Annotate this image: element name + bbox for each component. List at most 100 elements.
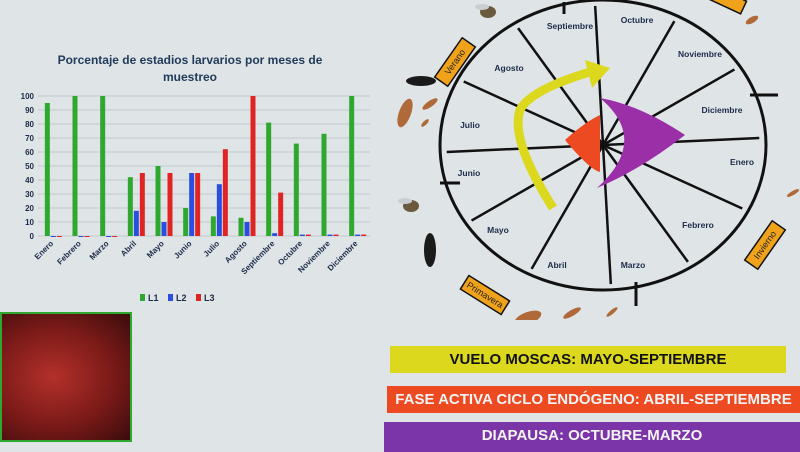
bar-chart: 0 10 20 30 40 50 60 70 80 90 100 Enero Febrero Marzo A… — [21, 92, 370, 303]
bar-l1-diciembre — [349, 96, 355, 236]
seasonal-cycle-wheel: Septiembre Octubre Noviembre Diciembre Enero… — [397, 0, 800, 320]
banner-active-phase: FASE ACTIVA CICLO ENDÓGENO: ABRIL-SEPTIE… — [387, 386, 800, 413]
x-tick-label: Junio — [172, 239, 194, 261]
bar-l1-septiembre — [266, 122, 272, 236]
bar-l1-noviembre — [321, 133, 327, 236]
larva-icon — [514, 310, 542, 320]
bar-l3-diciembre — [361, 234, 367, 236]
month-label-septiembre: Septiembre — [547, 21, 594, 31]
month-label-abril: Abril — [547, 260, 566, 270]
bar-l2-marzo — [106, 236, 112, 237]
bar-l1-octubre — [293, 143, 299, 236]
bar-l3-abril — [139, 173, 145, 236]
pupa-icon — [424, 233, 436, 267]
larva-icon — [421, 119, 429, 127]
y-tick-label: 20 — [25, 204, 34, 213]
legend-swatch-l1 — [140, 294, 145, 301]
bar-l2-octubre — [299, 234, 305, 236]
month-label-mayo: Mayo — [487, 225, 509, 235]
larva-icon — [422, 98, 438, 110]
larvae-photo — [0, 312, 132, 442]
bar-l1-febrero — [72, 96, 78, 236]
larva-icon — [397, 98, 413, 128]
bar-l3-mayo — [167, 173, 173, 236]
bar-l2-abril — [133, 210, 139, 236]
bar-l2-enero — [50, 236, 56, 237]
wheel-spoke — [601, 20, 676, 146]
month-label-agosto: Agosto — [494, 63, 523, 73]
x-tick-label: Diciembre — [326, 239, 360, 273]
x-tick-label: Marzo — [88, 239, 111, 262]
season-box-partial — [703, 0, 748, 15]
bar-l3-marzo — [112, 236, 118, 237]
bar-l1-julio — [210, 216, 216, 236]
x-tick-label: Octubre — [276, 239, 304, 267]
banner-fly-flight: VUELO MOSCAS: MAYO-SEPTIEMBRE — [390, 346, 786, 373]
larva-icon — [786, 189, 800, 197]
x-tick-label: Febrero — [55, 239, 83, 267]
bar-l3-noviembre — [333, 234, 339, 236]
month-label-junio: Junio — [458, 168, 481, 178]
y-tick-label: 60 — [25, 148, 34, 157]
wheel-outline — [438, 0, 768, 292]
y-tick-label: 50 — [25, 162, 34, 171]
x-tick-label: Julio — [202, 239, 222, 259]
x-tick-label: Enero — [33, 239, 55, 261]
legend-label-l2: L2 — [176, 293, 187, 303]
bar-l1-abril — [127, 177, 133, 236]
bar-l1-marzo — [100, 96, 106, 236]
y-tick-label: 0 — [30, 232, 35, 241]
bar-l3-agosto — [250, 96, 256, 236]
active-phase-shape — [565, 115, 600, 172]
month-label-julio: Julio — [460, 120, 480, 130]
y-tick-label: 40 — [25, 176, 34, 185]
bar-l2-agosto — [244, 222, 250, 236]
month-label-marzo: Marzo — [621, 260, 646, 270]
season-box-bg — [433, 36, 477, 88]
bar-l3-enero — [56, 236, 62, 237]
fly-wing-icon — [475, 4, 489, 10]
month-label-febrero: Febrero — [682, 220, 714, 230]
banner-diapause: DIAPAUSA: OCTUBRE-MARZO — [384, 422, 800, 452]
bar-l1-enero — [44, 103, 50, 236]
y-tick-label: 70 — [25, 134, 34, 143]
season-box-bg — [743, 219, 787, 271]
pupa-icon — [406, 76, 436, 86]
flight-arrowhead-icon — [585, 60, 610, 88]
larva-icon — [606, 307, 618, 317]
wheel-spoke — [601, 144, 613, 285]
season-box-primavera: Primavera — [459, 274, 511, 316]
larva-icon — [745, 15, 759, 25]
month-label-enero: Enero — [730, 157, 754, 167]
y-tick-label: 100 — [21, 92, 35, 101]
flight-arrow — [513, 67, 592, 211]
bar-l1-agosto — [238, 217, 244, 236]
legend-swatch-l2 — [168, 294, 173, 301]
bar-l2-julio — [216, 184, 222, 236]
bar-l1-mayo — [155, 166, 161, 236]
bar-l2-noviembre — [327, 234, 333, 236]
season-box-bg — [459, 274, 511, 316]
bar-l2-diciembre — [355, 234, 361, 236]
y-tick-label: 90 — [25, 106, 34, 115]
bar-l3-octubre — [305, 234, 311, 236]
legend-label-l1: L1 — [148, 293, 159, 303]
x-tick-label: Agosto — [223, 239, 249, 265]
bar-l3-junio — [195, 173, 201, 236]
bar-l2-mayo — [161, 222, 167, 236]
month-label-octubre: Octubre — [621, 15, 654, 25]
bar-l3-julio — [222, 149, 228, 236]
larva-icon — [563, 307, 581, 319]
season-box-invierno: Invierno — [743, 219, 787, 271]
bar-l3-febrero — [84, 236, 90, 237]
month-label-noviembre: Noviembre — [678, 49, 722, 59]
fly-wing-icon — [398, 198, 412, 204]
y-tick-label: 80 — [25, 120, 34, 129]
legend-label-l3: L3 — [204, 293, 215, 303]
legend-swatch-l3 — [196, 294, 201, 301]
bar-l2-febrero — [78, 236, 84, 237]
bar-l1-junio — [183, 208, 189, 236]
y-tick-label: 10 — [25, 218, 34, 227]
diapause-shape — [597, 98, 685, 188]
bar-l2-septiembre — [272, 233, 278, 236]
